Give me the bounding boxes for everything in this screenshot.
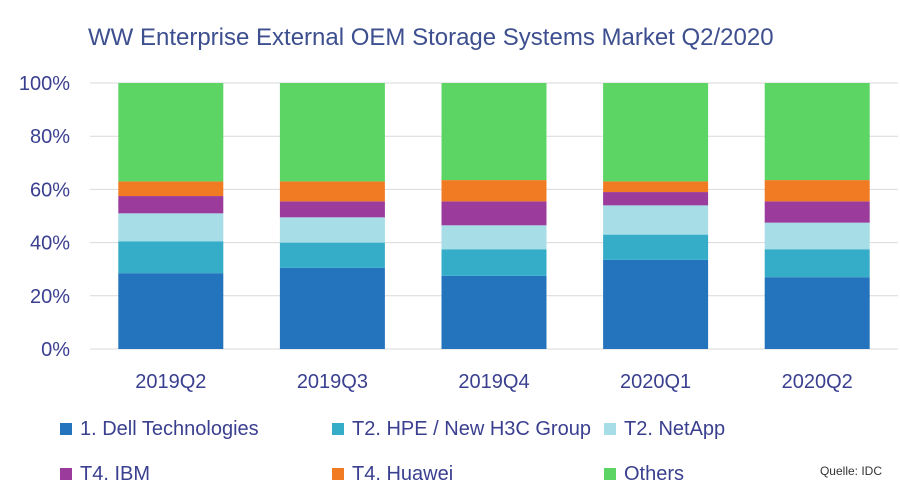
legend-item: T2. NetApp [604,414,860,444]
bar-segment [118,213,224,242]
bar-segment [764,201,870,223]
source-note: Quelle: IDC [819,464,882,478]
legend-item: 1. Dell Technologies [60,414,332,444]
legend-swatch [332,468,344,480]
x-tick-label: 2019Q4 [458,371,529,393]
chart-title: WW Enterprise External OEM Storage Syste… [88,24,774,51]
legend-swatch [60,423,72,435]
legend-label: 1. Dell Technologies [80,417,259,440]
bar-segment [764,222,870,250]
legend-item: T4. Huawei [332,459,604,489]
bar-segment [603,259,709,349]
bar-segment [441,225,547,250]
chart-plot: 0% 20% 40% 60% 80% 100% 2019Q2 2019Q3 2019Q4 202… [19,73,898,393]
y-tick-label: 40% [30,233,70,255]
bar-segment [441,249,547,276]
legend-label: T2. NetApp [624,417,726,440]
legend-swatch [332,423,344,435]
legend-item: Others [604,459,860,489]
bar-segment [603,83,709,182]
legend-swatch [60,468,72,480]
bar-segment [603,192,709,206]
bar-segment [279,267,385,349]
y-tick-label: 20% [30,286,70,308]
bar-segment [118,181,224,197]
legend-label: T4. Huawei [352,462,454,485]
y-tick-label: 60% [30,179,70,201]
x-tick-label: 2020Q1 [620,371,691,393]
bar-segment [441,275,547,349]
bar-segment [764,249,870,278]
bar-segment [118,273,224,349]
bar-segment [441,180,547,202]
bar-segment [441,201,547,226]
bar-segment [279,83,385,182]
bar-segment [764,83,870,181]
bar-segment [279,201,385,218]
legend-swatch [604,423,616,435]
legend-label: T2. HPE / New H3C Group [352,417,591,440]
x-tick-label: 2019Q2 [135,371,206,393]
bars [118,83,870,349]
bar-segment [279,181,385,202]
legend-label: Others [624,462,685,485]
bar-segment [279,217,385,243]
x-tick-label: 2020Q2 [782,371,853,393]
y-tick-label: 100% [19,73,70,95]
legend-swatch [604,468,616,480]
bar-segment [603,181,709,193]
legend-item: T4. IBM [60,459,332,489]
y-axis: 0% 20% 40% 60% 80% 100% [19,73,70,361]
bar-segment [441,83,547,181]
bar-segment [118,83,224,182]
bar-segment [603,205,709,235]
bar-segment [118,241,224,274]
legend: 1. Dell Technologies T2. HPE / New H3C Gr… [60,414,860,489]
bar-segment [603,234,709,260]
bar-segment [279,242,385,268]
x-axis: 2019Q2 2019Q3 2019Q4 2020Q1 2020Q2 [135,371,853,393]
x-tick-label: 2019Q3 [297,371,368,393]
bar-segment [764,180,870,202]
y-tick-label: 80% [30,126,70,148]
y-tick-label: 0% [41,339,70,361]
legend-item: T2. HPE / New H3C Group [332,414,604,444]
bar-segment [118,196,224,214]
legend-label: T4. IBM [80,462,151,485]
bar-segment [764,277,870,349]
